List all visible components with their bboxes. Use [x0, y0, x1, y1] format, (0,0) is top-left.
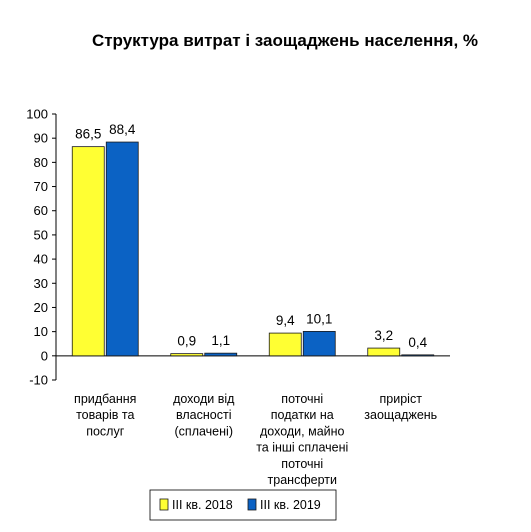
data-label: 3,2 [374, 328, 393, 343]
legend-swatch [159, 498, 169, 511]
category-label: власності [176, 408, 231, 422]
category-label: та інші сплачені [256, 441, 348, 455]
y-tick-label: 20 [34, 300, 48, 315]
data-label: 10,1 [306, 311, 332, 326]
y-tick-label: 40 [34, 252, 48, 267]
legend-swatch [247, 498, 257, 511]
data-label: 9,4 [276, 313, 295, 328]
legend-label: ІІІ кв. 2018 [172, 498, 233, 512]
y-tick-label: 10 [34, 324, 48, 339]
bar [401, 354, 435, 357]
legend-label: ІІІ кв. 2019 [260, 498, 321, 512]
y-tick-label: 30 [34, 276, 48, 291]
bar [204, 352, 238, 357]
legend: ІІІ кв. 2018 ІІІ кв. 2019 [149, 489, 337, 521]
category-label: податки на [271, 408, 334, 422]
data-label: 1,1 [211, 333, 230, 348]
chart-title: Структура витрат і заощаджень населення,… [92, 31, 478, 50]
y-tick-label: 0 [41, 348, 48, 363]
category-label: придбання [74, 392, 136, 406]
category-label: товарів та [76, 408, 134, 422]
category-label: приріст [380, 392, 423, 406]
y-tick-label: 90 [34, 131, 48, 146]
category-label: заощаджень [364, 408, 437, 422]
y-tick-label: -10 [29, 373, 48, 388]
plot-area: -10 0 10 20 30 40 50 60 70 80 90 100 86,5 88,4 придбан… [26, 107, 450, 521]
category-label: трансферти [268, 473, 337, 487]
bar [268, 332, 302, 357]
data-label: 88,4 [109, 122, 136, 137]
y-tick-label: 70 [34, 179, 48, 194]
data-label: 0,9 [177, 334, 196, 349]
bar [367, 347, 401, 357]
bar [302, 330, 336, 357]
bar [170, 353, 204, 357]
bar [105, 141, 139, 357]
category-label: доходи, майно [260, 424, 345, 438]
category-label: поточні [281, 457, 323, 471]
legend-box [149, 489, 337, 521]
y-tick-label: 80 [34, 155, 48, 170]
category-label: доходи від [173, 392, 235, 406]
bar [71, 146, 105, 357]
y-tick-label: 60 [34, 203, 48, 218]
data-label: 86,5 [75, 127, 101, 142]
category-label: (сплачені) [175, 424, 233, 438]
category-label: послуг [86, 424, 125, 438]
data-label: 0,4 [408, 335, 427, 350]
y-tick-label: 100 [26, 107, 48, 122]
category-label: поточні [281, 392, 323, 406]
y-tick-label: 50 [34, 227, 48, 242]
